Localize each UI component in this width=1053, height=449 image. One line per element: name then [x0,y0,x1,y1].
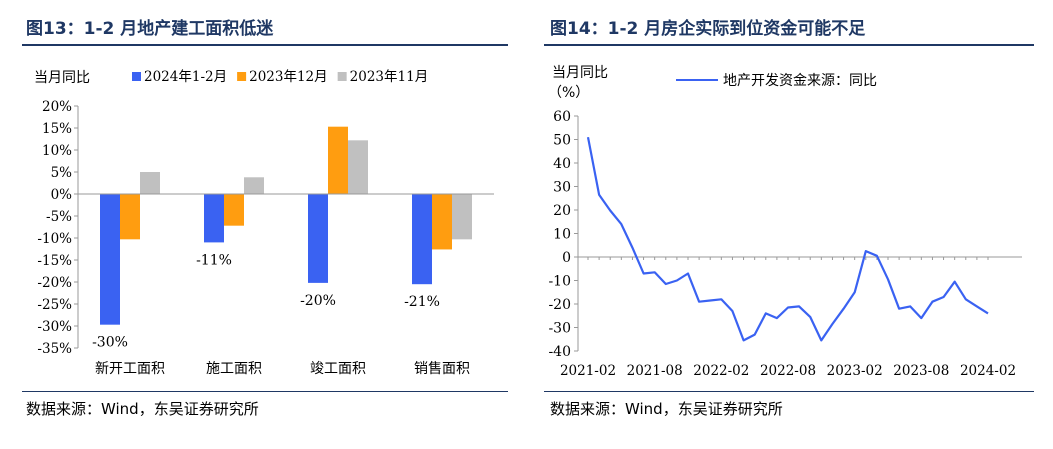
y-tick-label: 10 [553,227,571,243]
left-bar-chart: 当月同比 2024年1-2月 2023年12月 2023年11月 20% 15% 10% 5%… [34,69,494,377]
y-tick-label: 40 [553,156,571,172]
y-tick-label: 20% [42,99,72,115]
legend-swatch-0 [132,72,141,81]
y-axis-title: 当月同比 [34,70,90,86]
y-tick-label: -40 [548,344,571,360]
bar-0-1 [120,194,140,240]
y-tick-label: -25% [37,297,72,313]
x-tick-label: 2021-08 [627,363,683,379]
y-tick-label: -30% [37,319,72,335]
left-source-rule [22,391,508,392]
x-tick-label: 2023-02 [827,363,883,379]
bar-2-1 [328,126,348,194]
x-tick-label: 2023-08 [893,363,949,379]
x-tick-label: 2022-08 [760,363,816,379]
x-tick-label: 2024-02 [960,363,1016,379]
y-tick-label: -30 [548,321,571,337]
y-tick-label: 0 [562,250,571,266]
data-label: -11% [196,252,232,268]
left-source-note: 数据来源：Wind，东吴证券研究所 [26,400,259,418]
y-tick-label: -20% [37,275,72,291]
y-tick-label: 5% [51,165,73,181]
category-label: 销售面积 [414,361,470,377]
category-label: 竣工面积 [310,361,366,377]
x-tick-label: 2021-02 [560,363,616,379]
legend-swatch-2 [337,72,347,81]
y-tick-label: 10% [42,143,72,159]
y-tick-label: 30 [553,180,571,196]
y-tick-label: 0% [51,187,73,203]
y-tick-label: 20 [553,203,571,219]
y-tick-label: 15% [42,121,72,137]
legend-label-0: 2024年1-2月 [144,69,227,85]
bar-1-1 [224,194,244,226]
data-label: -21% [404,294,440,310]
bar-0-2 [140,172,160,194]
left-title-rule [22,44,508,46]
y-axis-unit: （%） [548,85,589,101]
legend-label-2: 2023年11月 [350,69,429,85]
legend-swatch-1 [237,72,247,81]
bar-1-0 [204,194,224,243]
x-tick-label: 2022-02 [693,363,749,379]
bar-2-0 [308,194,328,283]
bar-0-0 [100,194,120,325]
y-tick-label: -35% [37,341,72,357]
series-line [586,136,989,342]
y-tick-label: 50 [553,133,571,149]
legend-label: 地产开发资金来源：同比 [723,73,877,89]
bar-3-1 [432,194,452,250]
legend-label-1: 2023年12月 [249,69,328,85]
y-tick-label: -20 [548,297,571,313]
bar-3-0 [412,194,432,285]
data-label: -30% [92,335,128,351]
right-title-rule [544,44,1034,46]
y-axis-title: 当月同比 [552,65,608,81]
right-source-note: 数据来源：Wind，东吴证券研究所 [550,400,783,418]
left-figure-title: 图13：1-2 月地产建工面积低迷 [26,19,274,39]
category-label: 施工面积 [206,361,262,377]
category-label: 新开工面积 [95,361,165,377]
right-figure-title: 图14：1-2 月房企实际到位资金可能不足 [550,19,866,39]
right-panel: 图14：1-2 月房企实际到位资金可能不足 当月同比 （%） 地产开发资金来源：同比… [526,0,1053,449]
right-line-chart: 当月同比 （%） 地产开发资金来源：同比 60 50 40 30 20 10 0 -10 -20 -30… [548,65,1022,379]
bar-1-2 [244,177,264,194]
data-label: -20% [300,293,336,309]
left-panel: 图13：1-2 月地产建工面积低迷 当月同比 2024年1-2月 2023年12月 2… [0,0,526,449]
y-tick-label: -10 [548,274,571,290]
right-source-rule [544,391,1034,392]
y-tick-label: -5% [46,209,72,225]
bar-3-2 [452,194,472,240]
bar-2-2 [348,140,368,194]
y-tick-label: -15% [37,253,72,269]
y-tick-label: 60 [553,109,571,125]
y-tick-label: -10% [37,231,72,247]
